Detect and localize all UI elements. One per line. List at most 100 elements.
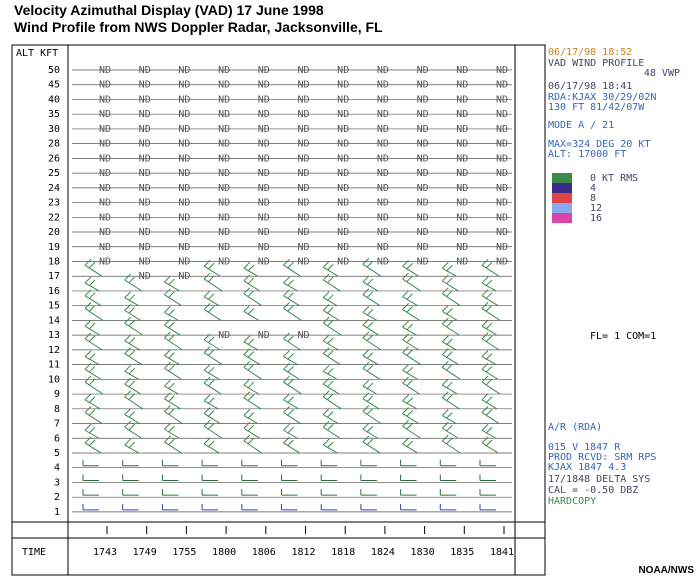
alt-label: 10 — [48, 374, 60, 385]
time-label: 1841 — [490, 547, 514, 558]
wind-barb — [281, 503, 298, 511]
no-data: ND — [218, 80, 230, 91]
no-data: ND — [218, 256, 230, 267]
no-data: ND — [178, 198, 190, 209]
time-label: 1835 — [450, 547, 474, 558]
wind-barb — [243, 287, 263, 307]
wind-barb — [362, 318, 380, 336]
panel-text: 015 V 1847 R — [548, 442, 621, 453]
no-data: ND — [297, 124, 309, 135]
alt-label: 12 — [48, 345, 60, 356]
time-label: 1830 — [411, 547, 435, 558]
wind-barb — [283, 406, 301, 424]
time-label: 1806 — [252, 547, 276, 558]
legend-text: 8 — [590, 193, 596, 204]
wind-barb — [82, 489, 99, 496]
no-data: ND — [377, 139, 389, 150]
wind-barb — [82, 459, 99, 467]
wind-barb — [281, 474, 298, 481]
wind-barb — [441, 409, 457, 424]
no-data: ND — [377, 65, 389, 76]
no-data: ND — [297, 198, 309, 209]
no-data: ND — [456, 256, 468, 267]
wind-barb — [362, 275, 379, 292]
legend-swatch — [552, 183, 572, 193]
wind-barb — [481, 276, 497, 292]
wind-barb — [164, 306, 179, 321]
no-data: ND — [178, 242, 190, 253]
wind-barb — [124, 334, 140, 351]
legend-text: 4 — [590, 183, 596, 194]
no-data: ND — [337, 94, 349, 105]
frame — [11, 44, 546, 576]
alt-label: 45 — [48, 80, 60, 91]
alt-label: 17 — [48, 271, 60, 282]
wind-barb — [164, 435, 182, 454]
no-data: ND — [297, 212, 309, 223]
wind-barb — [84, 319, 101, 336]
wind-barb — [203, 346, 223, 366]
no-data: ND — [297, 109, 309, 120]
no-data: ND — [496, 139, 508, 150]
no-data: ND — [99, 212, 111, 223]
time-label: 1743 — [93, 547, 117, 558]
wind-barb — [322, 260, 339, 277]
wind-barb — [441, 274, 459, 292]
panel-text: VAD WIND PROFILE — [548, 58, 644, 69]
no-data: ND — [496, 80, 508, 91]
alt-label: 7 — [54, 419, 60, 430]
wind-barb — [84, 350, 100, 366]
panel-text: 06/17/98 18:52 — [548, 47, 632, 58]
no-data: ND — [377, 94, 389, 105]
no-data: ND — [139, 153, 151, 164]
time-label: 1818 — [331, 547, 355, 558]
no-data: ND — [377, 227, 389, 238]
wind-barb — [243, 348, 261, 366]
wind-barb — [84, 436, 102, 454]
wind-barb — [441, 317, 460, 336]
no-data: ND — [456, 183, 468, 194]
no-data: ND — [417, 109, 429, 120]
wind-barb — [322, 334, 339, 351]
alt-label: 6 — [54, 433, 60, 444]
no-data: ND — [496, 242, 508, 253]
wind-barb — [161, 459, 179, 467]
no-data: ND — [218, 183, 230, 194]
alt-label: 5 — [54, 448, 60, 459]
no-data: ND — [456, 109, 468, 120]
wind-barb — [124, 273, 142, 292]
alt-label: 1 — [54, 507, 60, 518]
panel-text: MODE A / 21 — [548, 120, 614, 131]
wind-barb — [203, 333, 221, 351]
no-data: ND — [496, 153, 508, 164]
no-data: ND — [218, 139, 230, 150]
wind-barb — [84, 423, 100, 439]
no-data: ND — [218, 330, 230, 341]
wind-barb — [400, 474, 417, 481]
wind-barb — [402, 376, 420, 395]
no-data: ND — [337, 168, 349, 179]
wind-barb — [124, 304, 141, 321]
no-data: ND — [99, 139, 111, 150]
wind-barb — [402, 394, 417, 410]
no-data: ND — [139, 198, 151, 209]
wind-barb — [400, 489, 417, 496]
no-data: ND — [377, 212, 389, 223]
wind-barb — [320, 503, 338, 511]
alt-label: 23 — [48, 198, 60, 209]
no-data: ND — [139, 124, 151, 135]
wind-barb — [243, 434, 263, 454]
no-data: ND — [218, 124, 230, 135]
wind-barb — [439, 503, 457, 511]
wind-barb — [203, 272, 223, 292]
alt-label: 25 — [48, 168, 60, 179]
no-data: ND — [297, 168, 309, 179]
wind-barb — [441, 335, 457, 351]
alt-label: 22 — [48, 212, 60, 223]
no-data: ND — [417, 94, 429, 105]
wind-barb — [164, 331, 183, 351]
no-data: ND — [258, 330, 270, 341]
wind-barb — [402, 320, 417, 336]
